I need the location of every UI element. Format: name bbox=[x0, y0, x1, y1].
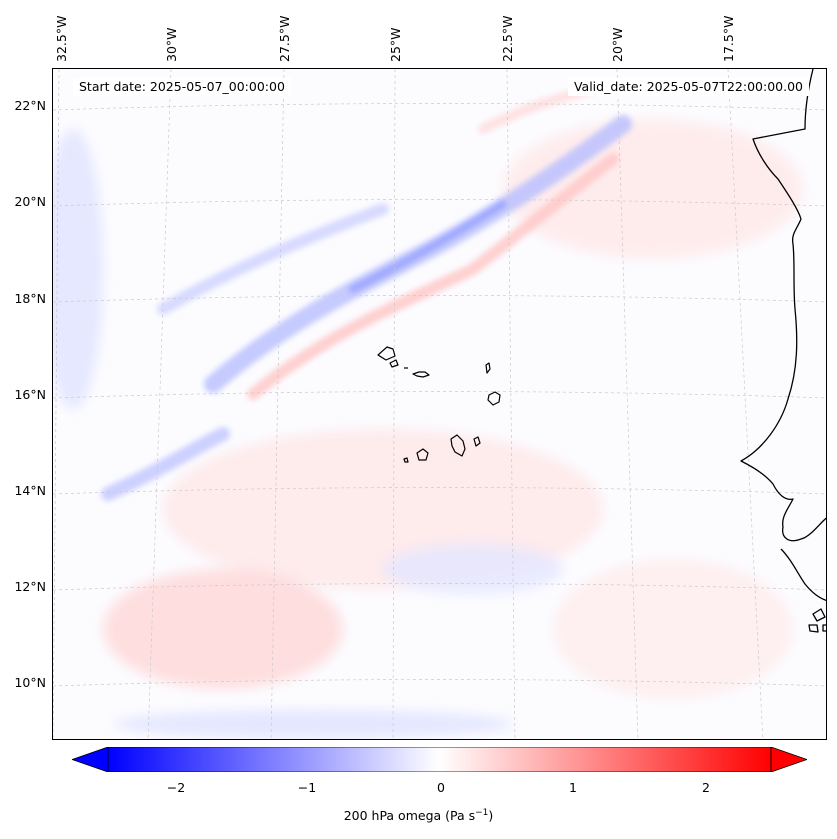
colorbar-label: 200 hPa omega (Pa s−1) bbox=[0, 808, 837, 823]
meridian-27-5w bbox=[270, 69, 285, 739]
colorbar-gradient bbox=[107, 747, 772, 772]
positive-band-main bbox=[247, 153, 619, 400]
colorbar-label-main: 200 hPa omega (Pa s bbox=[343, 808, 476, 824]
africa-coast bbox=[740, 69, 826, 542]
negative-patch-s bbox=[113, 710, 513, 738]
parallel-18n bbox=[53, 295, 826, 303]
meridian-20w bbox=[616, 69, 639, 739]
colorbar-over-arrow bbox=[770, 747, 807, 772]
parallel-12n bbox=[53, 583, 826, 591]
lon-label-20w: 20°W bbox=[610, 27, 625, 62]
colorbar-label-close: ) bbox=[488, 808, 494, 824]
colorbar bbox=[72, 747, 807, 772]
lat-label-14n: 14°N bbox=[14, 483, 46, 498]
parallel-16n bbox=[53, 391, 826, 399]
lat-label-16n: 16°N bbox=[14, 387, 46, 402]
lat-label-10n: 10°N bbox=[14, 675, 46, 690]
omega-bands bbox=[101, 84, 632, 501]
colorbar-tick-0: 0 bbox=[437, 780, 445, 795]
colorbar-tick-minus-1: −1 bbox=[297, 780, 317, 795]
island-sao-vicente bbox=[389, 359, 399, 368]
parallel-10n bbox=[53, 679, 826, 687]
positive-patch-ne bbox=[503, 119, 803, 259]
meridian-22-5w bbox=[506, 69, 516, 739]
start-date-label: Start date: 2025-05-07_00:00:00 bbox=[73, 78, 291, 96]
negative-band-north bbox=[157, 203, 389, 315]
lon-label-32-5w: 32.5°W bbox=[54, 15, 69, 62]
map-panel[interactable] bbox=[52, 68, 827, 740]
negative-patch-mid bbox=[383, 544, 563, 594]
lon-label-30w: 30°W bbox=[164, 27, 179, 62]
island-santo-antao bbox=[377, 346, 396, 361]
lon-label-22-5w: 22.5°W bbox=[500, 15, 515, 62]
omega-field bbox=[53, 119, 803, 738]
graticule bbox=[53, 69, 826, 739]
negative-band-southwest bbox=[101, 427, 230, 501]
parallel-20n bbox=[53, 199, 826, 207]
colorbar-tick-minus-2: −2 bbox=[166, 780, 186, 795]
colorbar-under-arrow bbox=[72, 747, 109, 772]
negative-patch-w bbox=[53, 129, 103, 409]
lon-label-17-5w: 17.5°W bbox=[721, 15, 736, 62]
island-brava bbox=[403, 457, 409, 463]
lat-label-22n: 22°N bbox=[14, 98, 46, 113]
parallel-14n bbox=[53, 487, 826, 495]
colorbar-tick-1: 1 bbox=[569, 780, 577, 795]
island-sao-nicolau bbox=[412, 371, 430, 378]
bijagos-islands bbox=[808, 608, 826, 633]
island-boa-vista bbox=[487, 391, 501, 406]
negative-band-main-core bbox=[349, 200, 507, 293]
lon-label-25w: 25°W bbox=[388, 27, 403, 62]
valid-date-label: Valid_date: 2025-05-07T22:00:00.00 bbox=[567, 78, 809, 96]
lat-label-18n: 18°N bbox=[14, 291, 46, 306]
colorbar-tick-2: 2 bbox=[702, 780, 710, 795]
island-maio bbox=[473, 436, 481, 447]
cape-verde-islands bbox=[377, 346, 501, 463]
meridian-30w bbox=[147, 69, 172, 739]
lon-label-27-5w: 27.5°W bbox=[277, 15, 292, 62]
meridian-17-5w bbox=[727, 69, 764, 739]
island-fogo bbox=[416, 448, 429, 461]
lat-label-12n: 12°N bbox=[14, 579, 46, 594]
meridian-32-5w bbox=[53, 69, 60, 739]
omega-field-map bbox=[53, 69, 826, 739]
lat-label-20n: 20°N bbox=[14, 194, 46, 209]
africa-coast-south bbox=[780, 548, 826, 602]
island-santiago bbox=[450, 434, 466, 457]
colorbar-label-exponent: −1 bbox=[475, 808, 489, 818]
meridian-25w bbox=[392, 69, 396, 739]
parallel-22n bbox=[53, 103, 826, 111]
positive-patch-sw bbox=[103, 569, 343, 689]
positive-patch-se bbox=[553, 559, 793, 699]
island-sal bbox=[485, 362, 491, 374]
coastlines bbox=[740, 69, 826, 633]
